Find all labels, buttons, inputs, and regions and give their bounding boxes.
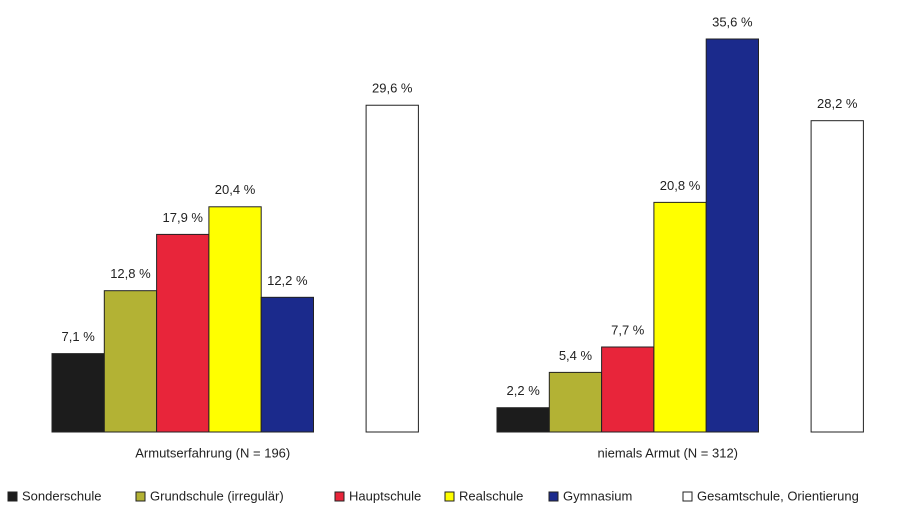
bar: [653, 201, 707, 433]
value-label: 20,8 %: [660, 178, 701, 193]
value-label: 2,2 %: [507, 383, 541, 398]
bar: [156, 233, 210, 433]
legend-label: Gymnasium: [563, 488, 632, 503]
value-label: 5,4 %: [559, 348, 593, 363]
bar: [103, 290, 158, 433]
legend-label: Realschule: [459, 488, 523, 503]
bar: [51, 353, 105, 433]
legend-swatch: [7, 491, 18, 502]
legend-swatch: [682, 491, 693, 502]
value-label: 20,4 %: [215, 182, 256, 197]
category-label: Armutserfahrung (N = 196): [135, 445, 290, 460]
legend-label: Grundschule (irregulär): [150, 488, 284, 503]
legend-swatch: [548, 491, 559, 502]
value-label: 12,2 %: [267, 273, 308, 288]
value-label: 17,9 %: [163, 210, 204, 225]
legend-label: Hauptschule: [349, 488, 421, 503]
bar: [208, 206, 262, 433]
bar: [260, 296, 315, 433]
legend-swatch: [135, 491, 146, 502]
bar: [810, 120, 864, 433]
value-label: 29,6 %: [372, 81, 413, 96]
value-label: 28,2 %: [817, 96, 858, 111]
bar: [705, 38, 760, 433]
value-label: 35,6 %: [712, 14, 753, 29]
legend-label: Gesamtschule, Orientierung: [697, 488, 859, 503]
bar: [496, 407, 550, 433]
value-label: 7,1 %: [62, 329, 96, 344]
legend-swatch: [444, 491, 455, 502]
category-label: niemals Armut (N = 312): [597, 445, 738, 460]
bar: [601, 346, 655, 433]
value-label: 12,8 %: [110, 266, 151, 281]
bar: [548, 371, 603, 433]
legend-swatch: [334, 491, 345, 502]
legend-label: Sonderschule: [22, 488, 102, 503]
value-label: 7,7 %: [611, 322, 645, 337]
bar: [365, 104, 419, 433]
